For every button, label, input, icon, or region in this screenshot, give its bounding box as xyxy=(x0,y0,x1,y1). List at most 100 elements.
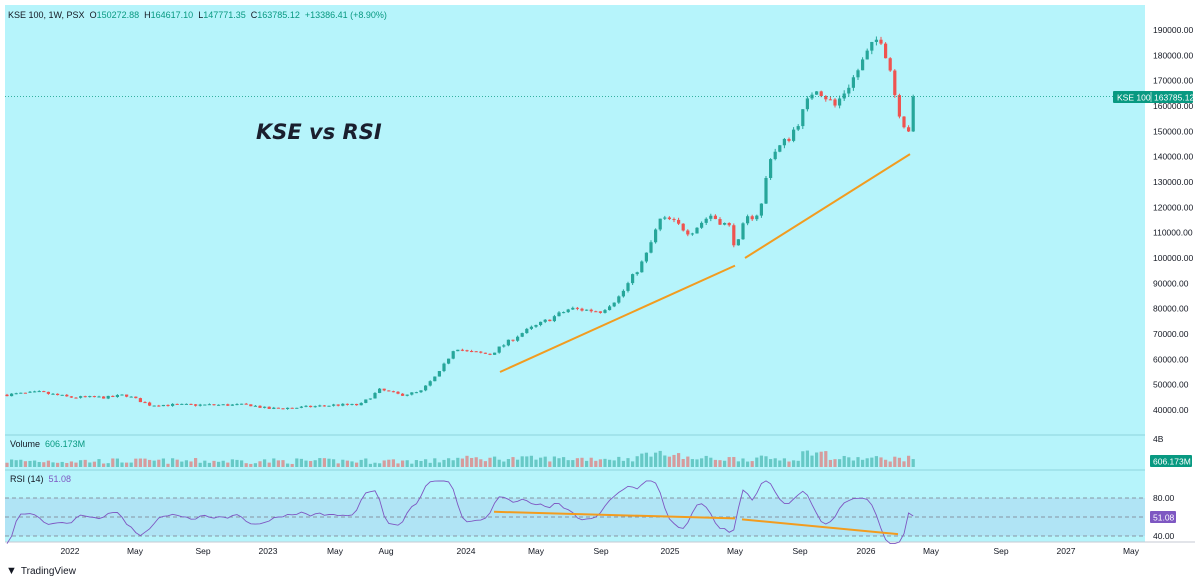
volume-axis-label: 4B xyxy=(1153,434,1164,444)
volume-bar xyxy=(557,458,561,467)
price-axis[interactable]: 190000.00 180000.00 170000.00 160000.00 1500… xyxy=(1153,25,1193,415)
volume-bar xyxy=(235,459,239,467)
candle-body xyxy=(235,404,239,406)
price-trendline xyxy=(744,153,911,259)
candle-body xyxy=(387,390,391,392)
candle-body xyxy=(396,391,400,394)
volume-bar xyxy=(221,460,225,467)
volume-bar xyxy=(368,463,372,467)
candle-body xyxy=(631,274,635,284)
volume-bar xyxy=(704,455,708,467)
volume-bar xyxy=(566,460,570,467)
volume-tag: 606.173M xyxy=(1150,455,1192,467)
volume-bar xyxy=(828,459,832,467)
volume-bar xyxy=(249,463,253,467)
candle-body xyxy=(428,381,432,386)
volume-bar xyxy=(571,460,575,467)
candle-body xyxy=(502,345,506,347)
volume-bar xyxy=(723,460,727,467)
volume-bar xyxy=(856,457,860,467)
volume-bar xyxy=(585,460,589,467)
candle-body xyxy=(608,306,612,311)
candle-body xyxy=(378,388,382,393)
candle-body xyxy=(851,77,855,88)
open-label: O xyxy=(89,10,97,20)
volume-bar xyxy=(230,459,234,467)
volume-bar xyxy=(157,459,161,467)
candle-body xyxy=(525,328,529,334)
volume-bar xyxy=(663,455,667,467)
volume-bar xyxy=(750,461,754,467)
candle-body xyxy=(566,309,570,313)
candle-body xyxy=(520,333,524,337)
volume-bar xyxy=(217,461,221,467)
candle-body xyxy=(902,116,906,128)
chart-header: KSE 100, 1W, PSX O150272.88 H164617.10 L… xyxy=(8,10,387,20)
volume-bar xyxy=(718,460,722,467)
candle-body xyxy=(120,394,124,396)
volume-bar xyxy=(460,458,464,467)
candle-body xyxy=(644,252,648,262)
x-tick-label: 2025 xyxy=(661,546,680,556)
rsi-tag-value: 51.08 xyxy=(1153,513,1175,523)
candle-body xyxy=(635,272,639,275)
candle-body xyxy=(79,396,83,398)
volume-bar xyxy=(810,455,814,467)
candle-body xyxy=(598,311,602,313)
candle-body xyxy=(240,403,244,405)
candle-body xyxy=(355,403,359,406)
candle-body xyxy=(718,219,722,225)
volume-bar xyxy=(378,463,382,467)
volume-bar xyxy=(281,460,285,467)
candle-body xyxy=(819,91,823,97)
brand[interactable]: ▼ TradingView xyxy=(6,565,76,577)
volume-bar xyxy=(736,461,740,467)
volume-bar xyxy=(134,458,138,467)
candle-body xyxy=(865,50,869,60)
candle-body xyxy=(207,404,211,406)
volume-bar xyxy=(263,459,267,467)
candle-body xyxy=(884,43,888,59)
volume-bar xyxy=(681,459,685,467)
volume-bar xyxy=(143,458,147,467)
x-tick-label: May xyxy=(923,546,940,556)
candle-body xyxy=(299,406,303,408)
brand-name: TradingView xyxy=(20,565,76,577)
candle-body xyxy=(893,70,897,96)
volume-bar xyxy=(184,460,188,467)
volume-bar xyxy=(166,463,170,467)
x-tick-label: 2023 xyxy=(259,546,278,556)
volume-legend: Volume 606.173M xyxy=(10,439,85,449)
close-label: C xyxy=(250,10,258,20)
volume-bar xyxy=(244,463,248,467)
candle-body xyxy=(46,391,50,394)
x-tick-label: May xyxy=(727,546,744,556)
rsi-legend: RSI (14) 51.08 xyxy=(10,474,71,484)
volume-bar xyxy=(598,459,602,467)
candle-body xyxy=(612,302,616,307)
volume-bar xyxy=(805,450,809,467)
volume-bar xyxy=(391,459,395,467)
volume-bar xyxy=(907,455,911,467)
x-tick-label: 2022 xyxy=(61,546,80,556)
volume-bar xyxy=(382,460,386,467)
time-axis[interactable]: 2022 May Sep 2023 May Aug 2024 May Sep 2025 May Sep… xyxy=(61,546,1140,556)
volume-bar xyxy=(470,457,474,467)
candle-body xyxy=(782,138,786,146)
x-tick-label: May xyxy=(127,546,144,556)
volume-bar xyxy=(51,462,55,467)
candle-body xyxy=(433,376,437,382)
candle-body xyxy=(663,217,667,219)
x-tick-label: 2026 xyxy=(857,546,876,556)
candle-body xyxy=(723,222,727,225)
candle-body xyxy=(350,403,354,405)
candle-body xyxy=(447,358,451,364)
candle-body xyxy=(709,215,713,219)
volume-bar xyxy=(120,462,124,467)
candle-body xyxy=(341,403,345,406)
volume-bar xyxy=(516,459,520,467)
volume-bar xyxy=(92,461,96,467)
candle-body xyxy=(594,311,598,313)
volume-bar xyxy=(355,462,359,467)
